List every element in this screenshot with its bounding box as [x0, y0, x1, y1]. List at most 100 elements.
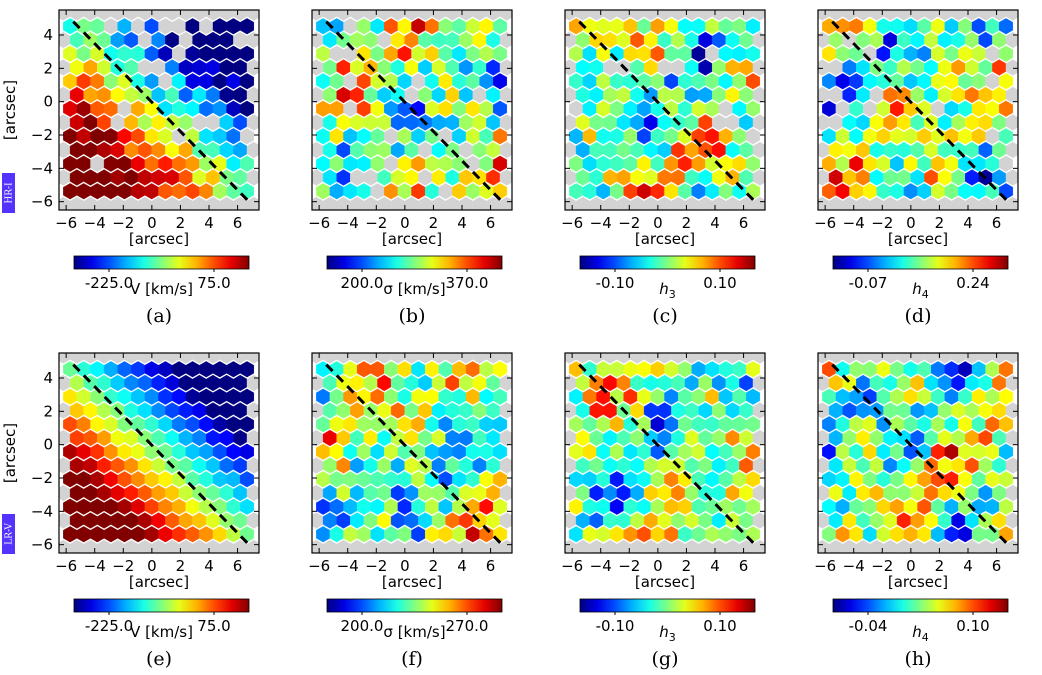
row-tag-lr-v-label: LR-V	[5, 523, 15, 545]
rotation-axis-line	[325, 20, 504, 203]
hex-bin	[746, 155, 760, 172]
hex-bin	[965, 10, 979, 21]
plot-frame	[817, 352, 1019, 554]
panel-a: −6 −4 −2 0 2 4 6420−2−4−6[arcsec][arcsec]-225.…	[1, 9, 260, 327]
hex-bin	[83, 10, 98, 21]
panel-caption: (h)	[904, 648, 931, 670]
hex-bin	[499, 457, 512, 474]
x-tick-label: 2	[935, 557, 945, 575]
x-tick-label: −2	[365, 214, 387, 232]
hex-bin	[603, 353, 618, 364]
hex-bin	[883, 10, 898, 21]
colorbar	[579, 255, 756, 270]
hex-bin	[239, 100, 255, 117]
row-tag-lr-v	[2, 514, 15, 554]
hex-bin	[1005, 196, 1018, 210]
x-tick-label: 0	[147, 214, 157, 232]
hex-bin	[1005, 539, 1018, 553]
hex-bin	[1005, 484, 1018, 502]
panel-b: −6 −4 −2 0 2 4 6 [arcsec] 200.0 370.0σ [km/s] (b)	[308, 9, 513, 327]
hex-bin	[363, 10, 378, 21]
hex-bin	[746, 471, 760, 488]
colorbar	[832, 598, 1009, 613]
hex-bin	[712, 353, 726, 364]
hex-bin	[616, 10, 631, 21]
hex-bins	[59, 353, 259, 553]
hex-bin	[752, 402, 765, 419]
hex-bin	[83, 353, 98, 364]
hex-bin	[565, 353, 577, 364]
x-tick-label: 6	[739, 557, 749, 575]
hex-bin	[603, 10, 618, 21]
hex-bin	[137, 10, 152, 21]
x-tick-label: 2	[935, 214, 945, 232]
hex-bin	[746, 128, 760, 145]
hex-bin	[752, 374, 765, 392]
plot-frame	[817, 9, 1019, 211]
hex-bin	[205, 10, 221, 21]
hex-bin	[896, 10, 911, 21]
hex-bin	[937, 353, 952, 364]
x-tick-label: −2	[618, 557, 640, 575]
hex-bin	[110, 353, 125, 364]
y-tick-label: 2	[43, 402, 53, 420]
hex-bin	[472, 10, 487, 21]
x-tick-label: −6	[308, 214, 330, 232]
colorbar-min-label: -225.0	[85, 274, 133, 292]
x-tick-label: −4	[337, 557, 359, 575]
hex-bin	[856, 10, 871, 21]
row-tag-hr-i-label: HR-I	[5, 182, 15, 204]
hex-bin	[137, 353, 152, 364]
hex-bin	[239, 73, 255, 90]
y-tick-label: −4	[31, 502, 53, 520]
hex-bin	[1005, 114, 1018, 131]
colorbar	[326, 598, 503, 613]
hex-bins	[565, 10, 765, 210]
x-tick-label: 0	[653, 557, 663, 575]
hex-bin	[404, 353, 419, 364]
hex-bin	[205, 353, 221, 364]
hex-bin	[1005, 10, 1018, 21]
hex-bin	[746, 18, 760, 35]
panel-f: −6 −4 −2 0 2 4 6 [arcsec] 200.0 270.0σ [km/s] (f)	[308, 352, 513, 670]
hex-bin	[999, 45, 1013, 62]
hex-bin	[69, 10, 84, 21]
hex-bin	[499, 169, 512, 186]
hex-bin	[493, 73, 507, 90]
hex-bin	[350, 10, 365, 21]
hex-bin	[124, 353, 139, 364]
colorbar-min-label: -0.10	[596, 274, 635, 292]
hex-bin	[418, 10, 433, 21]
hex-bin	[999, 100, 1013, 117]
hex-bin	[752, 10, 765, 21]
panel-caption: (d)	[905, 305, 932, 327]
colorbar-max-label: 75.0	[197, 617, 230, 635]
x-tick-label: 6	[486, 557, 496, 575]
hex-bin	[486, 353, 501, 364]
y-tick-label: −6	[31, 193, 53, 211]
hex-bin	[246, 10, 259, 21]
hex-bin	[924, 353, 939, 364]
colorbar-max-label: 270.0	[446, 617, 489, 635]
hex-bin	[752, 59, 765, 76]
hex-bin	[59, 10, 71, 21]
x-tick-label: −2	[112, 214, 134, 232]
hex-bin	[712, 10, 726, 21]
hex-bin	[999, 155, 1013, 172]
panel-g: −6 −4 −2 0 2 4 6 [arcsec] -0.10 0.10 h3 (g)	[561, 352, 766, 670]
y-tick-label: 0	[43, 93, 53, 111]
hex-bin	[322, 353, 337, 364]
hex-bin	[499, 141, 512, 159]
colorbar-max-label: 0.10	[703, 617, 736, 635]
rotation-axis-line	[578, 363, 757, 546]
panel-caption: (e)	[146, 648, 172, 670]
hex-bin	[499, 86, 512, 104]
colorbar	[326, 255, 503, 270]
hex-bin	[978, 353, 993, 364]
hex-bin	[404, 10, 419, 21]
hex-bin	[246, 353, 259, 364]
hex-bin	[499, 10, 512, 21]
x-axis-label: [arcsec]	[129, 230, 189, 248]
hex-bin	[883, 353, 898, 364]
x-tick-label: 6	[992, 214, 1002, 232]
